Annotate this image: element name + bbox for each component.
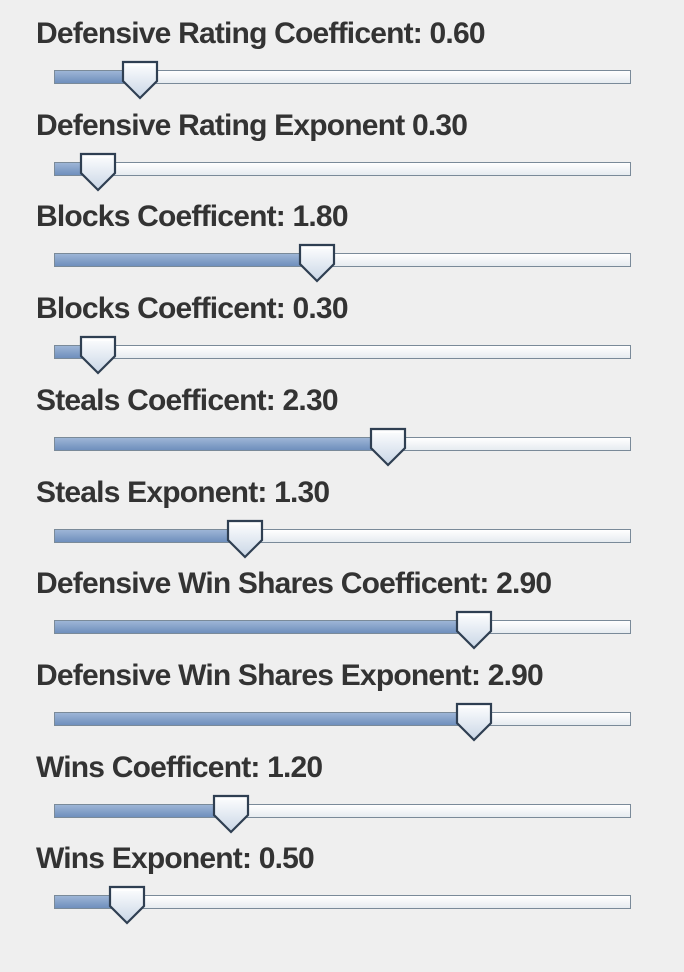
blocks-coefficient-slider[interactable]	[54, 243, 631, 283]
slider-label: Wins Exponent: 0.50	[36, 842, 315, 875]
slider-fill	[55, 713, 475, 725]
slider-track[interactable]	[54, 437, 631, 451]
slider-row-steals-coefficient: Steals Coefficent: 2.30	[0, 367, 684, 467]
slider-fill	[55, 438, 389, 450]
slider-thumb[interactable]	[211, 794, 251, 834]
slider-fill	[55, 71, 141, 83]
slider-track[interactable]	[54, 895, 631, 909]
slider-row-wins-exponent: Wins Exponent: 0.50	[0, 825, 684, 925]
slider-label: Defensive Rating Coefficent: 0.60	[36, 17, 486, 50]
slider-thumb[interactable]	[78, 152, 118, 192]
slider-label: Defensive Win Shares Coefficent: 2.90	[36, 567, 552, 600]
slider-label: Defensive Win Shares Exponent: 2.90	[36, 659, 544, 692]
slider-thumb[interactable]	[368, 427, 408, 467]
slider-thumb[interactable]	[78, 335, 118, 375]
slider-row-blocks-coefficient: Blocks Coefficent: 1.80	[0, 183, 684, 283]
slider-row-defensive-win-shares-exponent: Defensive Win Shares Exponent: 2.90	[0, 642, 684, 742]
slider-track[interactable]	[54, 712, 631, 726]
slider-thumb[interactable]	[225, 519, 265, 559]
slider-track[interactable]	[54, 70, 631, 84]
slider-thumb[interactable]	[297, 243, 337, 283]
slider-label: Defensive Rating Exponent 0.30	[36, 109, 468, 142]
wins-coefficient-slider[interactable]	[54, 794, 631, 834]
slider-thumb[interactable]	[120, 60, 160, 100]
slider-thumb[interactable]	[454, 702, 494, 742]
slider-thumb[interactable]	[454, 610, 494, 650]
slider-track[interactable]	[54, 162, 631, 176]
slider-row-wins-coefficient: Wins Coefficent: 1.20	[0, 734, 684, 834]
steals-coefficient-slider[interactable]	[54, 427, 631, 467]
slider-label: Blocks Coefficent: 0.30	[36, 292, 349, 325]
slider-fill	[55, 805, 232, 817]
slider-track[interactable]	[54, 529, 631, 543]
defensive-rating-exponent-slider[interactable]	[54, 152, 631, 192]
slider-fill	[55, 254, 318, 266]
slider-track[interactable]	[54, 620, 631, 634]
defensive-rating-coefficient-slider[interactable]	[54, 60, 631, 100]
slider-fill	[55, 530, 246, 542]
slider-thumb[interactable]	[107, 885, 147, 925]
defensive-win-shares-exponent-slider[interactable]	[54, 702, 631, 742]
steals-exponent-slider[interactable]	[54, 519, 631, 559]
blocks-coefficient-2-slider[interactable]	[54, 335, 631, 375]
defensive-win-shares-coefficient-slider[interactable]	[54, 610, 631, 650]
slider-label: Blocks Coefficent: 1.80	[36, 200, 349, 233]
slider-label: Steals Coefficent: 2.30	[36, 384, 339, 417]
slider-track[interactable]	[54, 253, 631, 267]
slider-row-defensive-rating-coefficient: Defensive Rating Coefficent: 0.60	[0, 0, 684, 100]
wins-exponent-slider[interactable]	[54, 885, 631, 925]
slider-row-blocks-coefficient-2: Blocks Coefficent: 0.30	[0, 275, 684, 375]
slider-track[interactable]	[54, 804, 631, 818]
slider-row-steals-exponent: Steals Exponent: 1.30	[0, 459, 684, 559]
slider-label: Wins Coefficent: 1.20	[36, 751, 323, 784]
slider-fill	[55, 621, 475, 633]
slider-row-defensive-win-shares-coefficient: Defensive Win Shares Coefficent: 2.90	[0, 550, 684, 650]
slider-row-defensive-rating-exponent: Defensive Rating Exponent 0.30	[0, 92, 684, 192]
slider-track[interactable]	[54, 345, 631, 359]
slider-label: Steals Exponent: 1.30	[36, 476, 330, 509]
